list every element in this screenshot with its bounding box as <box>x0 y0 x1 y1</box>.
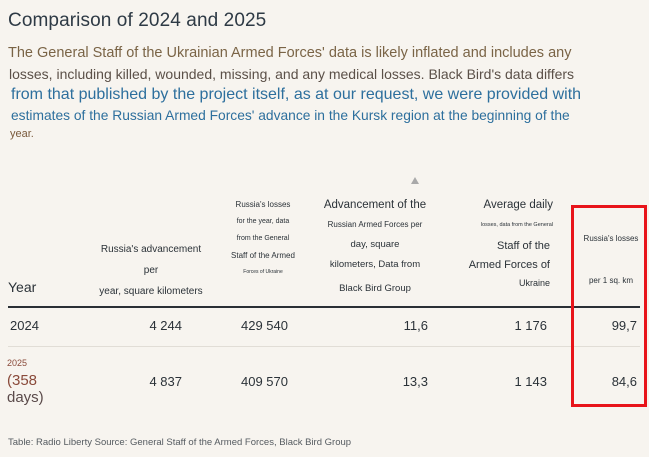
table-cell-daily: 1 143 <box>514 374 547 389</box>
table-cell-per-km: 99,7 <box>611 318 637 333</box>
table-cell-kursk: 13,3 <box>402 374 428 389</box>
sort-arrow-icon[interactable] <box>411 177 419 184</box>
intro-text: The General Staff of the Ukrainian Armed… <box>8 46 638 140</box>
header-losses-per-km[interactable]: Russia's losses per 1 sq. km <box>583 234 639 285</box>
header-losses[interactable]: Russia's losses for the year, data from … <box>231 200 295 275</box>
intro-line: from that published by the project itsel… <box>11 85 582 103</box>
row-divider <box>8 346 640 347</box>
table-cell-daily: 1 176 <box>514 318 547 333</box>
table-cell-kursk: 11,6 <box>403 318 428 333</box>
intro-line: The General Staff of the Ukrainian Armed… <box>8 45 572 61</box>
table-cell-per-km: 84,6 <box>611 374 637 389</box>
table-cell-losses: 409 570 <box>241 374 288 389</box>
table-row-year: 2025 (358 days) <box>7 358 44 406</box>
header-divider <box>8 306 640 308</box>
header-average-daily[interactable]: Average daily losses, data from the Gene… <box>468 199 553 288</box>
table-row-year: 2024 <box>10 318 39 333</box>
table-source-footer: Table: Radio Liberty Source: General Sta… <box>8 437 352 448</box>
header-advancement[interactable]: Russia's advancement per year, square ki… <box>99 244 203 297</box>
intro-line: estimates of the Russian Armed Forces' a… <box>11 107 570 123</box>
intro-line: losses, including killed, wounded, missi… <box>9 65 575 82</box>
table-cell-advancement: 4 837 <box>149 374 182 389</box>
table-cell-losses: 429 540 <box>241 318 288 333</box>
page-title: Comparison of 2024 and 2025 <box>8 10 267 31</box>
intro-line: year. <box>10 128 34 141</box>
header-year[interactable]: Year <box>8 279 37 295</box>
header-kursk-advancement[interactable]: Advancement of the Russian Armed Forces … <box>323 199 427 294</box>
column-highlight-box <box>571 205 647 407</box>
table-cell-advancement: 4 244 <box>149 318 182 333</box>
